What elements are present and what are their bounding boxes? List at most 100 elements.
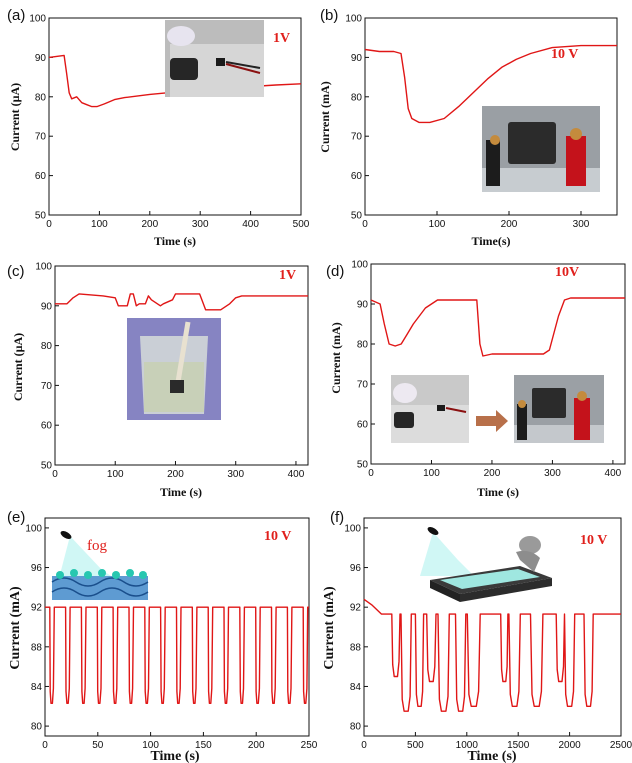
panel-e-xtick-label: 150 <box>195 740 212 751</box>
panel-a-xtick-label: 0 <box>46 219 52 230</box>
panel-a-inset-photo <box>165 20 264 97</box>
panel-e-ytick-label: 80 <box>31 722 43 733</box>
panel-e-frame <box>44 517 310 737</box>
panel-e-xtick-label: 0 <box>42 740 48 751</box>
panel-d-yticks: 50 60 70 80 90 100 <box>351 260 375 471</box>
panel-f-series-line <box>363 598 621 712</box>
panel-f-xlabel: Time (s) <box>467 749 516 763</box>
panel-e-ytick-label: 100 <box>25 523 42 534</box>
panel-b-letter: (b) <box>320 7 338 24</box>
panel-d-ytick-label: 90 <box>357 300 369 311</box>
panel-f-ytick-label: 80 <box>350 722 362 733</box>
panel-a-ytick-label: 90 <box>35 53 47 64</box>
panel-f-frame <box>363 517 622 737</box>
panel-f-xtick-label: 1500 <box>507 740 530 751</box>
panel-b-xlabel: Time(s) <box>471 234 510 248</box>
panel-b-ytick-label: 100 <box>345 14 362 25</box>
panel-d-annotation: 10V <box>555 265 579 280</box>
panel-d-ytick-label: 60 <box>357 420 369 431</box>
panel-b-ytick-label: 60 <box>351 171 363 182</box>
panel-c-xtick-label: 0 <box>52 469 58 480</box>
panel-c-letter: (c) <box>7 263 25 280</box>
panel-a: (a) 0 100 200 300 400 500 50 60 70 80 90 100 Time … <box>7 7 310 248</box>
panel-f-xtick-label: 2000 <box>558 740 581 751</box>
panel-a-xlabel: Time (s) <box>154 234 196 248</box>
panel-e-annotation: 10 V <box>264 529 291 544</box>
panel-d-ytick-label: 80 <box>357 340 369 351</box>
panel-b-xtick-label: 100 <box>429 219 446 230</box>
panel-b-inset-photo <box>482 106 600 192</box>
panel-b-yticks: 50 60 70 80 90 100 <box>345 14 369 222</box>
panel-c-ylabel: Current (µA) <box>11 333 25 401</box>
panel-d-xtick-label: 200 <box>484 468 501 479</box>
panel-b-ytick-label: 80 <box>351 92 363 103</box>
panel-a-ytick-label: 100 <box>29 14 46 25</box>
panel-b-series-line <box>364 44 617 124</box>
panel-a-ytick-label: 60 <box>35 171 47 182</box>
panel-c-xtick-label: 400 <box>288 469 305 480</box>
panel-f-xtick-label: 1000 <box>456 740 479 751</box>
panel-b-ytick-label: 90 <box>351 53 363 64</box>
panel-f-letter: (f) <box>330 509 344 526</box>
panel-f-yticks: 80 84 88 92 96 100 <box>344 523 368 733</box>
panel-a-ytick-label: 70 <box>35 132 47 143</box>
panel-d-xtick-label: 100 <box>423 468 440 479</box>
panel-d-ylabel: Current (mA) <box>329 322 343 393</box>
panel-c-annotation: 1V <box>279 268 296 283</box>
panel-e-letter: (e) <box>7 509 25 526</box>
panel-f-ytick-label: 88 <box>350 642 362 653</box>
panel-b-xticks: 0 100 200 300 <box>362 211 590 230</box>
panel-a-frame <box>48 17 302 216</box>
panel-a-letter: (a) <box>7 7 25 24</box>
panel-d-inset-photo-1 <box>391 375 469 443</box>
panel-c-ytick-label: 60 <box>41 421 53 432</box>
panel-a-xtick-label: 400 <box>242 219 259 230</box>
panel-f: (f) 0 500 1000 1500 2000 2500 80 84 88 92 96 100 T… <box>322 509 632 763</box>
panel-f-xtick-label: 0 <box>361 740 367 751</box>
panel-e-xtick-label: 100 <box>142 740 159 751</box>
panel-a-ytick-label: 50 <box>35 211 47 222</box>
panel-f-ytick-label: 84 <box>350 682 362 693</box>
panel-d-xlabel: Time (s) <box>477 485 519 499</box>
panel-c-xtick-label: 200 <box>167 469 184 480</box>
panel-e-ytick-label: 88 <box>31 642 43 653</box>
panel-f-xtick-label: 500 <box>407 740 424 751</box>
panel-b-xtick-label: 0 <box>362 219 368 230</box>
panel-d-xtick-label: 0 <box>368 468 374 479</box>
panel-d-xtick-label: 300 <box>544 468 561 479</box>
panel-b-ytick-label: 50 <box>351 211 363 222</box>
panel-f-annotation: 10 V <box>580 533 607 548</box>
panel-a-ylabel: Current (µA) <box>8 83 22 151</box>
panel-c-xtick-label: 100 <box>107 469 124 480</box>
panel-c-ytick-label: 100 <box>35 262 52 273</box>
panel-e-xtick-label: 50 <box>92 740 104 751</box>
panel-d-letter: (d) <box>326 263 344 280</box>
panel-b-xtick-label: 200 <box>501 219 518 230</box>
panel-b-frame <box>364 17 618 216</box>
panel-c-ytick-label: 80 <box>41 341 53 352</box>
panel-b-annotation: 10 V <box>551 47 578 62</box>
panel-e-series-line <box>45 606 309 704</box>
panel-a-ytick-label: 80 <box>35 92 47 103</box>
panel-a-xticks: 0 100 200 300 400 500 <box>46 211 310 230</box>
panel-d-series-line <box>370 297 625 357</box>
panel-e-ytick-label: 84 <box>31 682 43 693</box>
panel-d-inset-photo-2 <box>514 375 604 443</box>
panel-f-inset-illustration <box>420 527 552 602</box>
panel-d: (d) 0 100 200 300 400 50 60 70 80 90 100 Time (s)… <box>326 260 626 499</box>
panel-a-xtick-label: 500 <box>293 219 310 230</box>
panel-c-ytick-label: 90 <box>41 301 53 312</box>
panel-e-ytick-label: 96 <box>31 563 43 574</box>
panel-e-xtick-label: 250 <box>301 740 318 751</box>
panel-f-ytick-label: 92 <box>350 603 362 614</box>
panel-b-ylabel: Current (mA) <box>318 81 332 152</box>
panel-d-frame <box>370 263 626 465</box>
panel-c-xtick-label: 300 <box>227 469 244 480</box>
panel-c-xlabel: Time (s) <box>160 485 202 499</box>
panel-d-xtick-label: 400 <box>605 468 622 479</box>
panel-e-ylabel: Current (mA) <box>8 586 23 670</box>
panel-b-ytick-label: 70 <box>351 132 363 143</box>
panel-a-xtick-label: 200 <box>141 219 158 230</box>
panel-f-xtick-label: 2500 <box>610 740 632 751</box>
